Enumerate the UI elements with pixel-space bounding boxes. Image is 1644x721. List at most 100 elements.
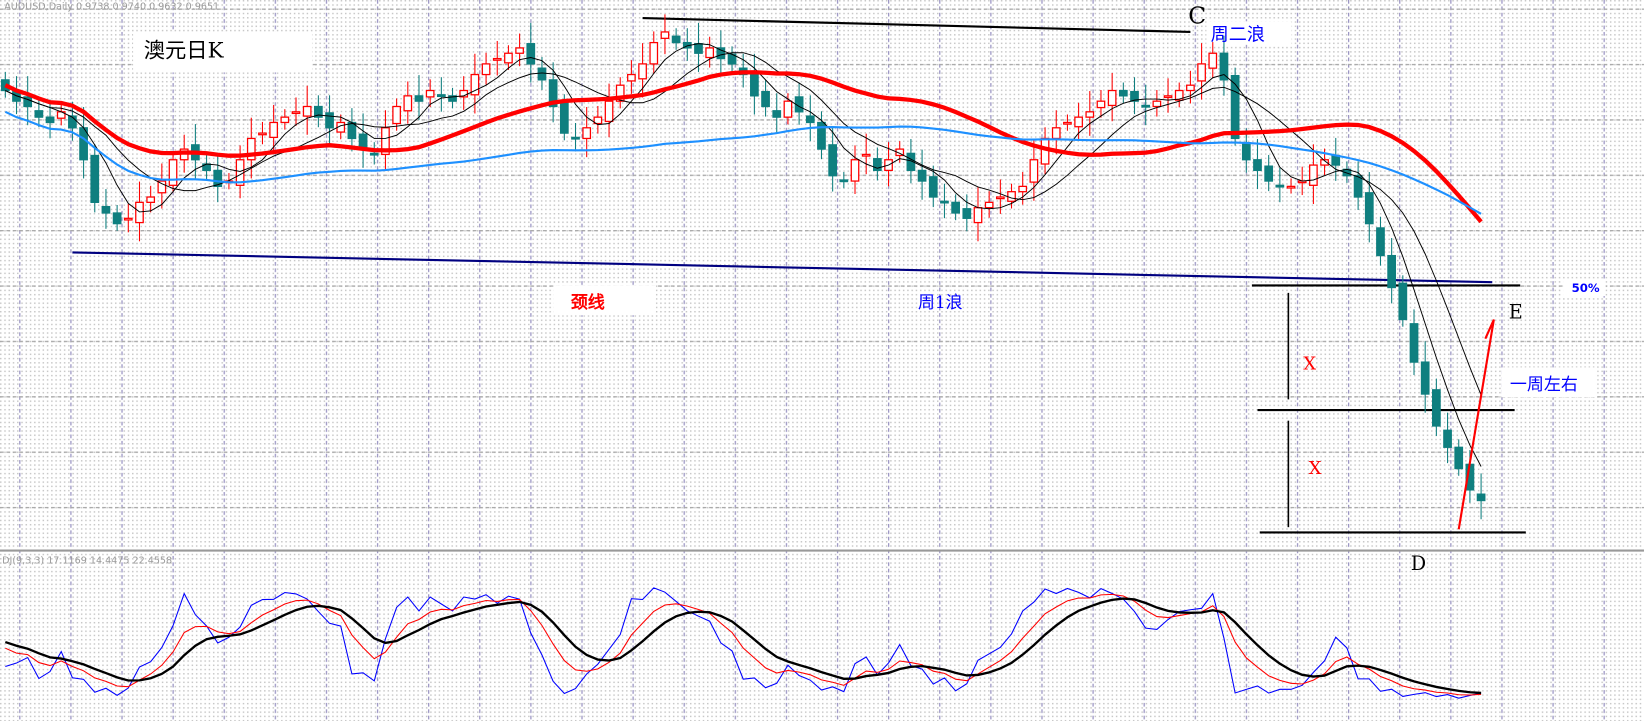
ma30-line [4, 70, 1483, 224]
candle-body [582, 127, 592, 140]
week-box [1501, 367, 1598, 398]
candle [817, 111, 826, 160]
top-line [642, 17, 1191, 34]
point-d-label: D [1411, 552, 1426, 575]
candle [582, 107, 592, 158]
ma10-line [5, 52, 1482, 396]
candle-body [436, 94, 446, 98]
candle-body [671, 35, 681, 44]
candle-body [1476, 493, 1486, 502]
candle-body [1420, 361, 1430, 395]
candle-body [23, 96, 33, 108]
candle [1085, 91, 1095, 136]
candle-body [213, 169, 223, 188]
about-one-week-label: 一周左右 [1510, 375, 1578, 395]
candle [1197, 43, 1206, 100]
candle-body [1018, 185, 1028, 193]
candle-body [1051, 127, 1061, 140]
candle-body [1398, 282, 1408, 321]
indicator-label: DJ(9,3,3) 17.1169 14.4475 22.4558 [2, 555, 172, 566]
candle [537, 56, 547, 90]
candle [850, 145, 860, 194]
candle [571, 123, 580, 152]
candle-body [90, 154, 100, 203]
candle [1275, 167, 1285, 203]
candle [593, 105, 603, 134]
candle [839, 171, 849, 189]
candle-body [1376, 227, 1385, 257]
candle-body [504, 52, 513, 64]
candle [649, 31, 659, 74]
candle-body [369, 152, 379, 156]
candle [280, 109, 290, 130]
kdj-d-line [5, 593, 1482, 696]
candle-body [1219, 52, 1229, 81]
candle-body [258, 132, 267, 136]
fifty-box [1563, 279, 1606, 297]
candle [1420, 341, 1430, 413]
projection-arrow [1457, 319, 1495, 530]
candle-body [1387, 254, 1397, 289]
candle-body [425, 89, 435, 98]
ma60-line [4, 110, 1482, 215]
candle-body [548, 79, 558, 108]
candle-body [470, 73, 480, 96]
candle [995, 179, 1005, 214]
candle [750, 53, 759, 115]
candle-body [1074, 116, 1083, 128]
candle-body [705, 47, 715, 59]
candle-body [895, 148, 905, 157]
candle-body [984, 201, 994, 209]
candle-body [917, 169, 927, 182]
candle [123, 203, 133, 233]
neckline-label: 颈线 [571, 292, 605, 313]
title-box [133, 31, 312, 73]
candle [1029, 138, 1039, 201]
candle-body [1286, 185, 1296, 189]
candle [1130, 77, 1139, 115]
candle [1309, 144, 1318, 204]
candle [1264, 154, 1274, 192]
candle-body [772, 110, 782, 118]
ma5-line [5, 43, 1482, 467]
candle [1208, 42, 1218, 79]
candle-body [817, 121, 826, 150]
candle-body [146, 196, 156, 203]
candle-body [68, 115, 77, 129]
candle [951, 194, 960, 221]
candle [761, 80, 770, 117]
candle [425, 79, 435, 107]
candle-body [995, 196, 1005, 200]
candle [68, 101, 77, 141]
candle [962, 194, 972, 232]
candle [381, 110, 390, 171]
candle [1432, 378, 1441, 437]
candle [1253, 138, 1262, 190]
candle [291, 97, 301, 126]
candle [1141, 84, 1151, 126]
candle [828, 127, 838, 192]
candle [213, 152, 223, 203]
candle-body [694, 43, 703, 54]
neckline-box [553, 285, 656, 316]
candle [1096, 89, 1106, 118]
candle-body [940, 200, 949, 204]
moving-averages [4, 43, 1483, 467]
kdj-indicator [4, 587, 1482, 699]
candle-body [873, 158, 882, 172]
candle [526, 22, 536, 83]
candle-body [1174, 89, 1184, 101]
x-upper-label: X [1303, 354, 1316, 375]
candle [504, 45, 513, 71]
candle-body [928, 176, 938, 198]
candle-body [1163, 95, 1173, 99]
point-e-label: E [1509, 300, 1523, 323]
candle [548, 62, 558, 123]
candle-body [392, 105, 401, 125]
candle [1387, 238, 1397, 304]
candle-body [325, 112, 334, 129]
candle [1376, 216, 1385, 266]
candle [157, 163, 167, 209]
